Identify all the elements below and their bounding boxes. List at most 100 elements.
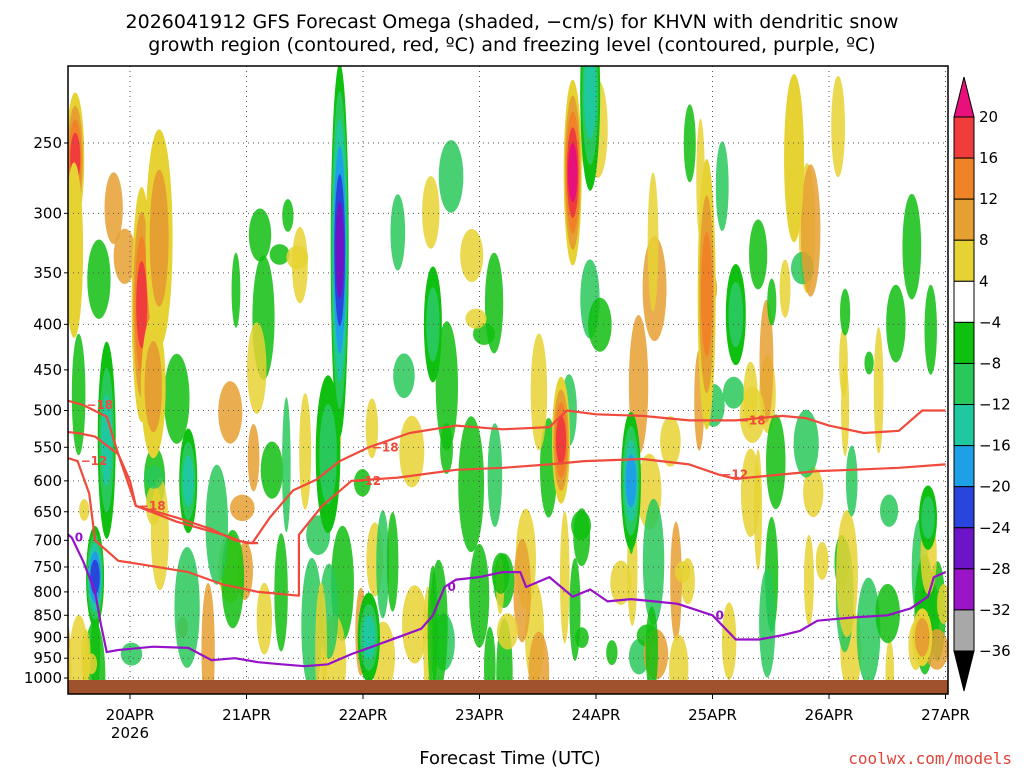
x-tick-label: 22APR <box>339 706 388 724</box>
y-tick-label: 650 <box>33 503 62 521</box>
omega-speckle <box>845 445 858 517</box>
omega-speckle <box>674 561 691 583</box>
freezing-level-contour-label: 0 <box>448 580 456 594</box>
colorbar-band <box>953 239 975 282</box>
omega-speckle <box>120 642 143 666</box>
omega-speckle <box>569 557 581 661</box>
omega-speckle <box>793 409 819 478</box>
colorbar-band <box>953 116 975 159</box>
omega-speckle <box>353 469 371 497</box>
y-tick-label: 300 <box>33 204 62 222</box>
omega-speckle <box>487 423 503 528</box>
x-tick-label: 26APR <box>805 706 854 724</box>
y-tick-label: 350 <box>33 264 62 282</box>
omega-speckle <box>749 219 768 290</box>
credit-label: coolwx.com/models <box>848 749 1012 768</box>
omega-speckle <box>113 228 136 284</box>
omega-speckle <box>163 353 190 444</box>
y-tick-label: 250 <box>33 134 62 152</box>
omega-speckle <box>886 284 906 363</box>
omega-speckle <box>645 606 659 694</box>
omega-speckle <box>606 640 618 666</box>
omega-speckle <box>743 361 758 429</box>
omega-speckle <box>873 327 884 454</box>
omega-speckle <box>260 441 284 499</box>
colorbar-tick-label: 12 <box>979 190 998 208</box>
omega-cell <box>149 169 169 307</box>
omega-speckle <box>721 602 737 680</box>
omega-speckle <box>759 568 776 678</box>
dgz-minus18-contour-label: −18 <box>86 398 113 412</box>
omega-speckle <box>766 414 786 510</box>
omega-speckle <box>803 534 814 626</box>
y-tick-label: 900 <box>33 628 62 646</box>
colorbar-tick-label: −32 <box>979 601 1011 619</box>
omega-speckle <box>201 582 215 694</box>
omega-speckle <box>458 416 485 553</box>
omega-speckle <box>435 321 459 451</box>
omega-speckle <box>427 565 438 694</box>
colorbar-tick-label: −8 <box>979 354 1001 372</box>
omega-speckle <box>670 521 682 642</box>
omega-cell <box>68 162 84 338</box>
omega-speckle <box>885 639 895 694</box>
omega-cell <box>555 415 567 465</box>
omega-cell <box>101 394 113 487</box>
omega-speckle <box>642 498 665 625</box>
y-tick-label: 700 <box>33 531 62 549</box>
omega-speckle <box>513 538 531 643</box>
omega-cell <box>426 287 440 362</box>
omega-speckle <box>376 510 390 619</box>
colorbar-tick-label: −16 <box>979 437 1011 455</box>
omega-speckle <box>282 199 294 232</box>
omega-cell <box>319 404 337 505</box>
y-tick-label: 1000 <box>24 669 62 687</box>
dgz-minus18-contour-label: −18 <box>739 413 766 427</box>
colorbar-tick-label: 8 <box>979 231 989 249</box>
colorbar-band <box>953 568 975 611</box>
y-tick-label: 500 <box>33 402 62 420</box>
colorbar-band <box>953 280 975 323</box>
omega-speckle <box>269 244 290 265</box>
omega-speckle <box>469 543 490 648</box>
y-tick-label: 800 <box>33 583 62 601</box>
omega-speckle <box>530 333 548 451</box>
axes: 250 300 350 400 450 500 550 600 650 700 750 800 850 9… <box>24 65 970 742</box>
omega-speckle <box>291 226 308 304</box>
omega-speckle <box>759 299 774 423</box>
colorbar-bottom-arrow <box>953 650 975 692</box>
chart-title-line1: 2026041912 GFS Forecast Omega (shaded, −… <box>126 11 899 33</box>
omega-speckle <box>800 164 821 297</box>
colorbar-band <box>953 198 975 241</box>
omega-cell <box>701 231 713 357</box>
y-tick-label: 600 <box>33 472 62 490</box>
omega-speckle <box>715 141 729 232</box>
omega-speckle <box>839 327 848 396</box>
omega-cell <box>728 281 744 348</box>
omega-speckle <box>71 333 86 456</box>
omega-speckle <box>144 465 164 489</box>
omega-speckle <box>660 416 681 467</box>
omega-speckle <box>864 351 874 375</box>
y-tick-label: 450 <box>33 361 62 379</box>
x-tick-label: 20APR <box>106 706 155 724</box>
omega-speckle <box>401 585 428 664</box>
dgz-minus18-contour-label: −18 <box>139 499 166 513</box>
omega-speckle <box>610 560 632 605</box>
omega-cell <box>914 618 930 657</box>
omega-speckle <box>145 485 161 526</box>
omega-speckle <box>440 423 453 474</box>
colorbar-band <box>953 404 975 447</box>
ground-fill <box>68 680 948 694</box>
omega-speckle <box>588 297 612 352</box>
omega-speckle <box>282 397 291 533</box>
omega-speckle <box>386 511 399 612</box>
colorbar-tick-label: −20 <box>979 478 1011 496</box>
y-tick-label: 400 <box>33 315 62 333</box>
x-tick-label: 24APR <box>572 706 621 724</box>
omega-speckle <box>174 547 200 668</box>
omega-speckle <box>299 393 312 510</box>
omega-speckle <box>205 464 229 585</box>
omega-cell <box>335 201 345 299</box>
omega-speckle <box>803 467 824 518</box>
